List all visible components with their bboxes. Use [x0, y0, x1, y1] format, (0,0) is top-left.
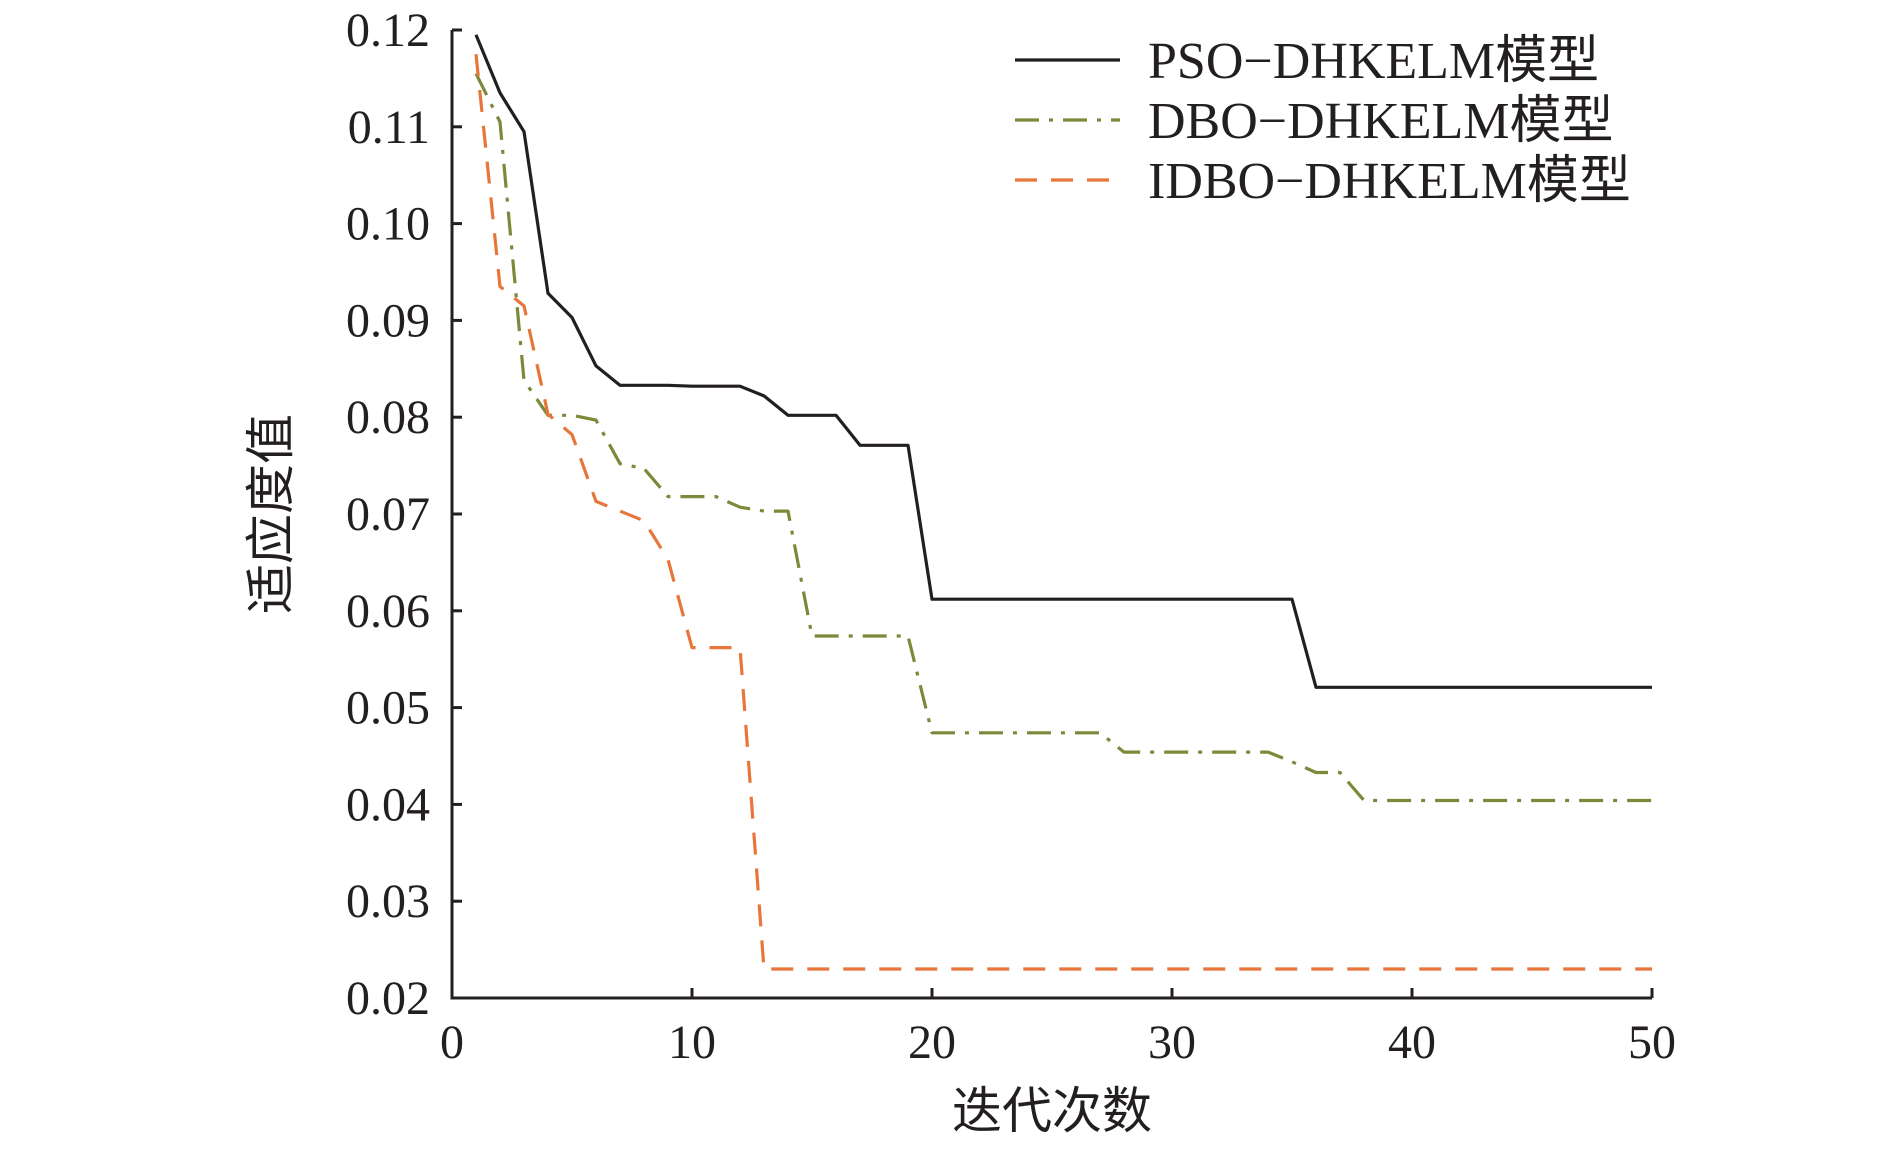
y-tick-label: 0.08 [346, 391, 430, 444]
y-tick-label: 0.11 [348, 101, 430, 154]
y-tick-label: 0.03 [346, 875, 430, 928]
y-tick-label: 0.04 [346, 778, 430, 831]
y-tick-label: 0.02 [346, 972, 430, 1025]
legend-label-2: DBO−DHKELM模型 [1148, 93, 1614, 150]
x-tick-label: 30 [1148, 1016, 1196, 1069]
legend-label-3: IDBO−DHKELM模型 [1148, 153, 1631, 210]
y-tick-label: 0.07 [346, 488, 430, 541]
y-axis-ticks: 0.02 0.03 0.04 0.05 0.06 0.07 0.08 0.09 0.10 0.11… [346, 4, 462, 1025]
x-tick-label: 20 [908, 1016, 956, 1069]
x-tick-label: 0 [440, 1016, 464, 1069]
y-axis-title: 适应度值 [242, 414, 300, 614]
legend-label-1: PSO−DHKELM模型 [1148, 33, 1599, 90]
y-tick-label: 0.05 [346, 682, 430, 735]
x-tick-label: 40 [1388, 1016, 1436, 1069]
y-tick-label: 0.12 [346, 4, 430, 57]
x-axis-title: 迭代次数 [952, 1082, 1152, 1140]
series-line-3 [474, 54, 1652, 971]
x-tick-label: 50 [1628, 1016, 1676, 1069]
series-line-1 [474, 34, 1652, 689]
y-tick-label: 0.06 [346, 585, 430, 638]
x-axis-ticks: 0 10 20 30 40 50 [440, 988, 1676, 1069]
series-lines [474, 34, 1652, 971]
y-tick-label: 0.09 [346, 294, 430, 347]
x-tick-label: 10 [668, 1016, 716, 1069]
series-line-2 [474, 72, 1652, 803]
y-tick-label: 0.10 [346, 198, 430, 251]
